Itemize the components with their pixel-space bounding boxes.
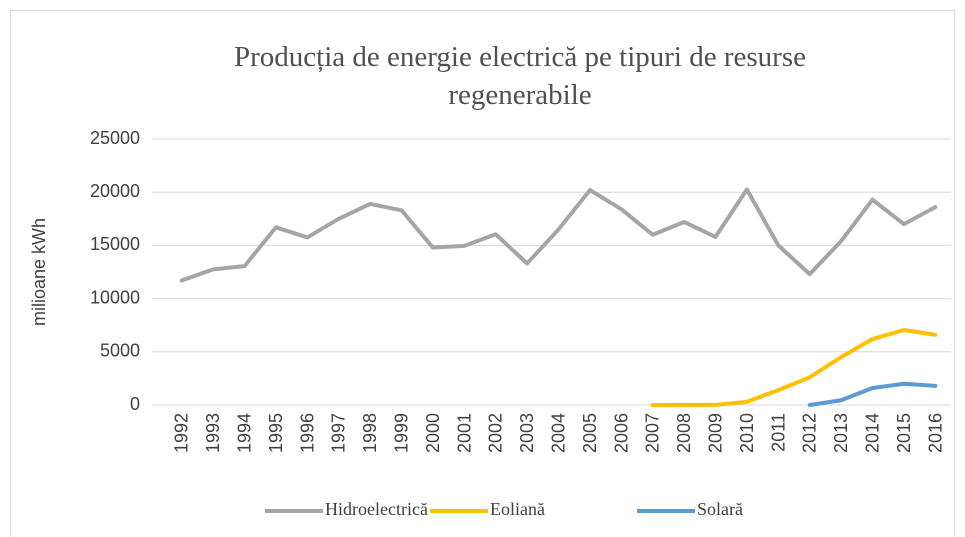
x-tick-label: 2011 <box>768 413 788 452</box>
x-tick-label: 2004 <box>549 413 569 453</box>
x-tick-label: 2010 <box>737 413 757 453</box>
x-tick-label: 2013 <box>831 413 851 453</box>
chart-title: Producția de energie electrică pe tipuri… <box>234 41 806 111</box>
series-line <box>807 381 938 407</box>
y-tick-label: 10000 <box>90 287 140 307</box>
legend-label: Eoliană <box>490 499 545 519</box>
chart-frame <box>10 10 955 537</box>
series-line <box>179 187 938 283</box>
x-tick-label: 1996 <box>297 413 317 453</box>
x-tick-label: 1997 <box>329 413 349 453</box>
y-tick-label: 25000 <box>90 128 140 148</box>
x-tick-label: 2007 <box>643 413 663 453</box>
x-tick-label: 2003 <box>517 413 537 453</box>
x-tick-label: 1995 <box>266 413 286 453</box>
x-tick-label: 2012 <box>800 413 820 453</box>
x-tick-label: 2002 <box>486 413 506 453</box>
y-axis-label: milioane kWh <box>29 218 49 326</box>
y-tick-label: 5000 <box>100 341 140 361</box>
series-line <box>650 327 938 407</box>
x-tick-label: 1994 <box>235 413 255 453</box>
x-tick-label: 1993 <box>203 413 223 453</box>
y-tick-label: 20000 <box>90 181 140 201</box>
x-tick-label: 2015 <box>894 413 914 453</box>
x-tick-label: 2005 <box>580 413 600 453</box>
x-tick-label: 1992 <box>172 413 192 453</box>
y-tick-label: 15000 <box>90 234 140 254</box>
x-tick-label: 1999 <box>392 413 412 453</box>
x-tick-label: 2016 <box>925 413 945 453</box>
y-tick-label: 0 <box>130 394 140 414</box>
x-tick-label: 2000 <box>423 413 443 453</box>
legend-label: Solară <box>697 499 743 519</box>
x-tick-label: 2006 <box>611 413 631 453</box>
x-tick-label: 2008 <box>674 413 694 453</box>
x-tick-label: 1998 <box>360 413 380 453</box>
x-tick-label: 2014 <box>863 413 883 453</box>
legend-label: Hidroelectrică <box>325 499 428 519</box>
x-tick-label: 2009 <box>706 413 726 453</box>
x-tick-label: 2001 <box>454 413 474 453</box>
